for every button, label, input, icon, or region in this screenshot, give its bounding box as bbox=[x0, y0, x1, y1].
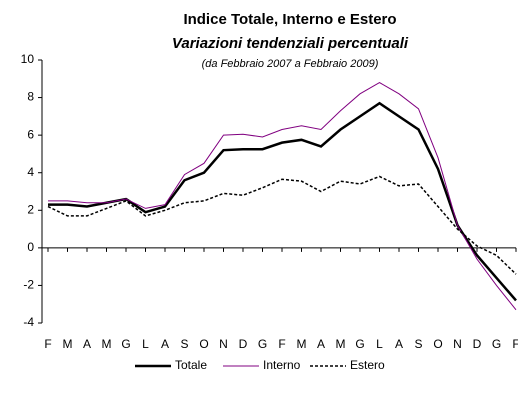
x-tick-label: F bbox=[278, 337, 285, 351]
series-line bbox=[48, 81, 517, 311]
x-tick-label: S bbox=[414, 337, 422, 351]
legend-label: Estero bbox=[350, 358, 385, 372]
chart-note: (da Febbraio 2007 a Febbraio 2009) bbox=[202, 58, 379, 70]
y-tick-label: 10 bbox=[21, 52, 35, 66]
y-tick-label: 2 bbox=[27, 202, 34, 216]
series-line bbox=[48, 101, 517, 302]
x-tick-label: O bbox=[433, 337, 442, 351]
x-tick-label: M bbox=[336, 337, 346, 351]
x-tick-label: N bbox=[219, 337, 228, 351]
y-tick-label: 4 bbox=[27, 165, 34, 179]
x-tick-label: A bbox=[395, 337, 403, 351]
x-tick-label: S bbox=[180, 337, 188, 351]
y-tick-label: 6 bbox=[27, 127, 34, 141]
x-tick-label: O bbox=[199, 337, 208, 351]
x-tick-label: F bbox=[512, 337, 518, 351]
x-tick-label: F bbox=[44, 337, 51, 351]
x-tick-label: L bbox=[376, 337, 383, 351]
series-line bbox=[47, 175, 517, 275]
x-tick-label: G bbox=[258, 337, 267, 351]
x-tick-label: M bbox=[63, 337, 73, 351]
x-tick-label: A bbox=[317, 337, 325, 351]
y-tick-label: 8 bbox=[27, 90, 34, 104]
x-tick-label: M bbox=[297, 337, 307, 351]
legend-label: Interno bbox=[263, 358, 301, 372]
x-tick-label: N bbox=[453, 337, 462, 351]
x-tick-label: M bbox=[102, 337, 112, 351]
x-tick-label: G bbox=[355, 337, 364, 351]
x-tick-label: D bbox=[473, 337, 482, 351]
chart-subtitle: Variazioni tendenziali percentuali bbox=[172, 35, 409, 52]
y-tick-label: 0 bbox=[27, 240, 34, 254]
legend-label: Totale bbox=[175, 358, 207, 372]
x-tick-label: L bbox=[142, 337, 149, 351]
x-tick-label: G bbox=[121, 337, 130, 351]
chart-title: Indice Totale, Interno e Estero bbox=[183, 11, 396, 28]
x-tick-label: G bbox=[492, 337, 501, 351]
x-tick-label: A bbox=[161, 337, 169, 351]
y-tick-label: -2 bbox=[23, 278, 34, 292]
y-tick-label: -4 bbox=[23, 315, 34, 329]
x-tick-label: A bbox=[83, 337, 91, 351]
x-tick-label: D bbox=[239, 337, 248, 351]
